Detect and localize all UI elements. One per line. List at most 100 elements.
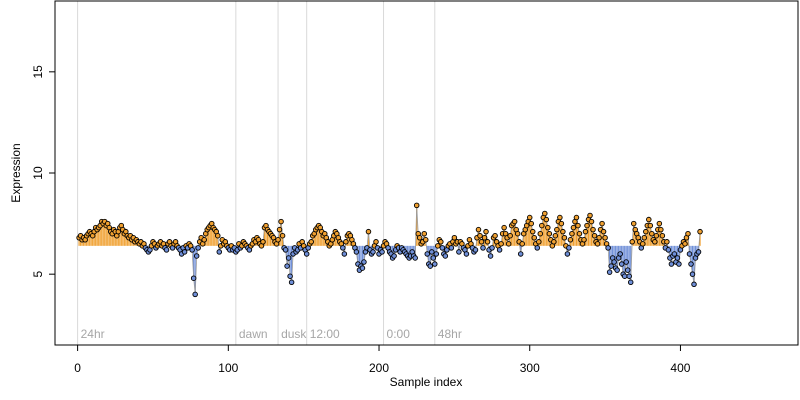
time-marker-lines xyxy=(77,1,436,345)
data-point xyxy=(370,249,376,255)
data-point xyxy=(353,249,360,255)
data-point xyxy=(517,251,524,257)
data-point xyxy=(193,253,200,259)
data-point xyxy=(421,230,427,237)
data-point xyxy=(560,228,566,235)
data-point xyxy=(536,239,542,245)
data-point xyxy=(656,220,663,227)
data-point xyxy=(435,243,441,249)
y-tick-label: 15 xyxy=(31,65,45,79)
data-point xyxy=(373,239,379,245)
data-point xyxy=(602,235,608,241)
data-point xyxy=(284,263,290,269)
data-point xyxy=(614,267,620,273)
data-point xyxy=(190,275,197,281)
data-point xyxy=(575,222,581,229)
data-point xyxy=(573,214,580,221)
data-point xyxy=(608,263,614,269)
data-point xyxy=(647,222,654,229)
data-point xyxy=(691,281,697,288)
data-point xyxy=(308,239,314,245)
data-point xyxy=(624,267,631,273)
data-point xyxy=(195,245,201,251)
data-point xyxy=(505,241,512,247)
data-point xyxy=(605,245,611,251)
data-point xyxy=(365,228,372,235)
data-point xyxy=(361,259,367,265)
data-point xyxy=(507,232,513,239)
data-point xyxy=(557,214,563,221)
data-point xyxy=(621,273,628,279)
data-point xyxy=(424,251,431,257)
data-point xyxy=(641,235,648,241)
y-tick-label: 10 xyxy=(31,166,45,180)
data-point xyxy=(582,228,589,235)
data-point xyxy=(652,239,658,245)
data-point xyxy=(287,273,293,279)
data-point xyxy=(481,235,488,241)
data-point xyxy=(163,247,170,253)
data-point xyxy=(379,249,385,255)
data-point xyxy=(483,228,489,235)
data-point xyxy=(627,279,634,286)
data-point xyxy=(688,261,694,267)
x-tick-label: 100 xyxy=(218,361,238,375)
data-point xyxy=(629,239,635,245)
data-point xyxy=(570,224,577,231)
x-tick-label: 400 xyxy=(670,361,690,375)
data-point xyxy=(599,220,605,227)
data-point xyxy=(674,255,681,261)
data-point xyxy=(564,251,571,257)
data-point xyxy=(496,247,503,253)
time-marker-label: 24hr xyxy=(81,327,105,341)
data-point xyxy=(686,251,693,257)
data-point xyxy=(181,249,188,255)
data-point xyxy=(646,216,652,223)
data-point xyxy=(519,241,525,247)
data-point xyxy=(391,253,397,259)
data-point xyxy=(530,228,536,235)
data-point xyxy=(649,230,655,237)
x-axis: 0 100 200 300 400 xyxy=(74,344,691,375)
data-point xyxy=(623,259,629,265)
data-point xyxy=(303,251,310,257)
data-point xyxy=(448,245,455,251)
data-point xyxy=(484,239,491,245)
data-point xyxy=(477,232,483,239)
data-point xyxy=(413,202,420,209)
y-tick-label: 5 xyxy=(31,271,45,278)
data-point xyxy=(480,245,486,251)
x-tick-label: 0 xyxy=(74,361,81,375)
data-point xyxy=(558,220,565,227)
data-point xyxy=(685,230,691,237)
data-point xyxy=(591,232,598,239)
data-point xyxy=(588,218,595,225)
data-point xyxy=(600,228,607,235)
data-point xyxy=(341,251,348,257)
time-marker-label: dusk xyxy=(281,327,307,341)
data-point xyxy=(456,249,462,255)
data-point xyxy=(260,239,266,245)
data-point xyxy=(539,222,545,229)
data-point xyxy=(576,230,583,237)
data-point xyxy=(543,216,550,223)
time-marker-label: 0:00 xyxy=(387,327,411,341)
data-point xyxy=(279,232,286,239)
data-point xyxy=(501,224,507,231)
data-point xyxy=(438,239,444,245)
data-point xyxy=(278,218,284,225)
data-point xyxy=(422,237,429,243)
time-marker-label: 48hr xyxy=(438,327,462,341)
data-point xyxy=(682,241,688,247)
data-point xyxy=(189,247,195,253)
data-point xyxy=(282,247,289,253)
data-point xyxy=(489,245,495,251)
data-point xyxy=(653,232,660,239)
data-point xyxy=(689,271,696,277)
data-point xyxy=(433,251,440,257)
data-point xyxy=(442,253,449,259)
data-point xyxy=(531,235,538,241)
data-point xyxy=(192,291,198,298)
data-point xyxy=(546,230,553,237)
